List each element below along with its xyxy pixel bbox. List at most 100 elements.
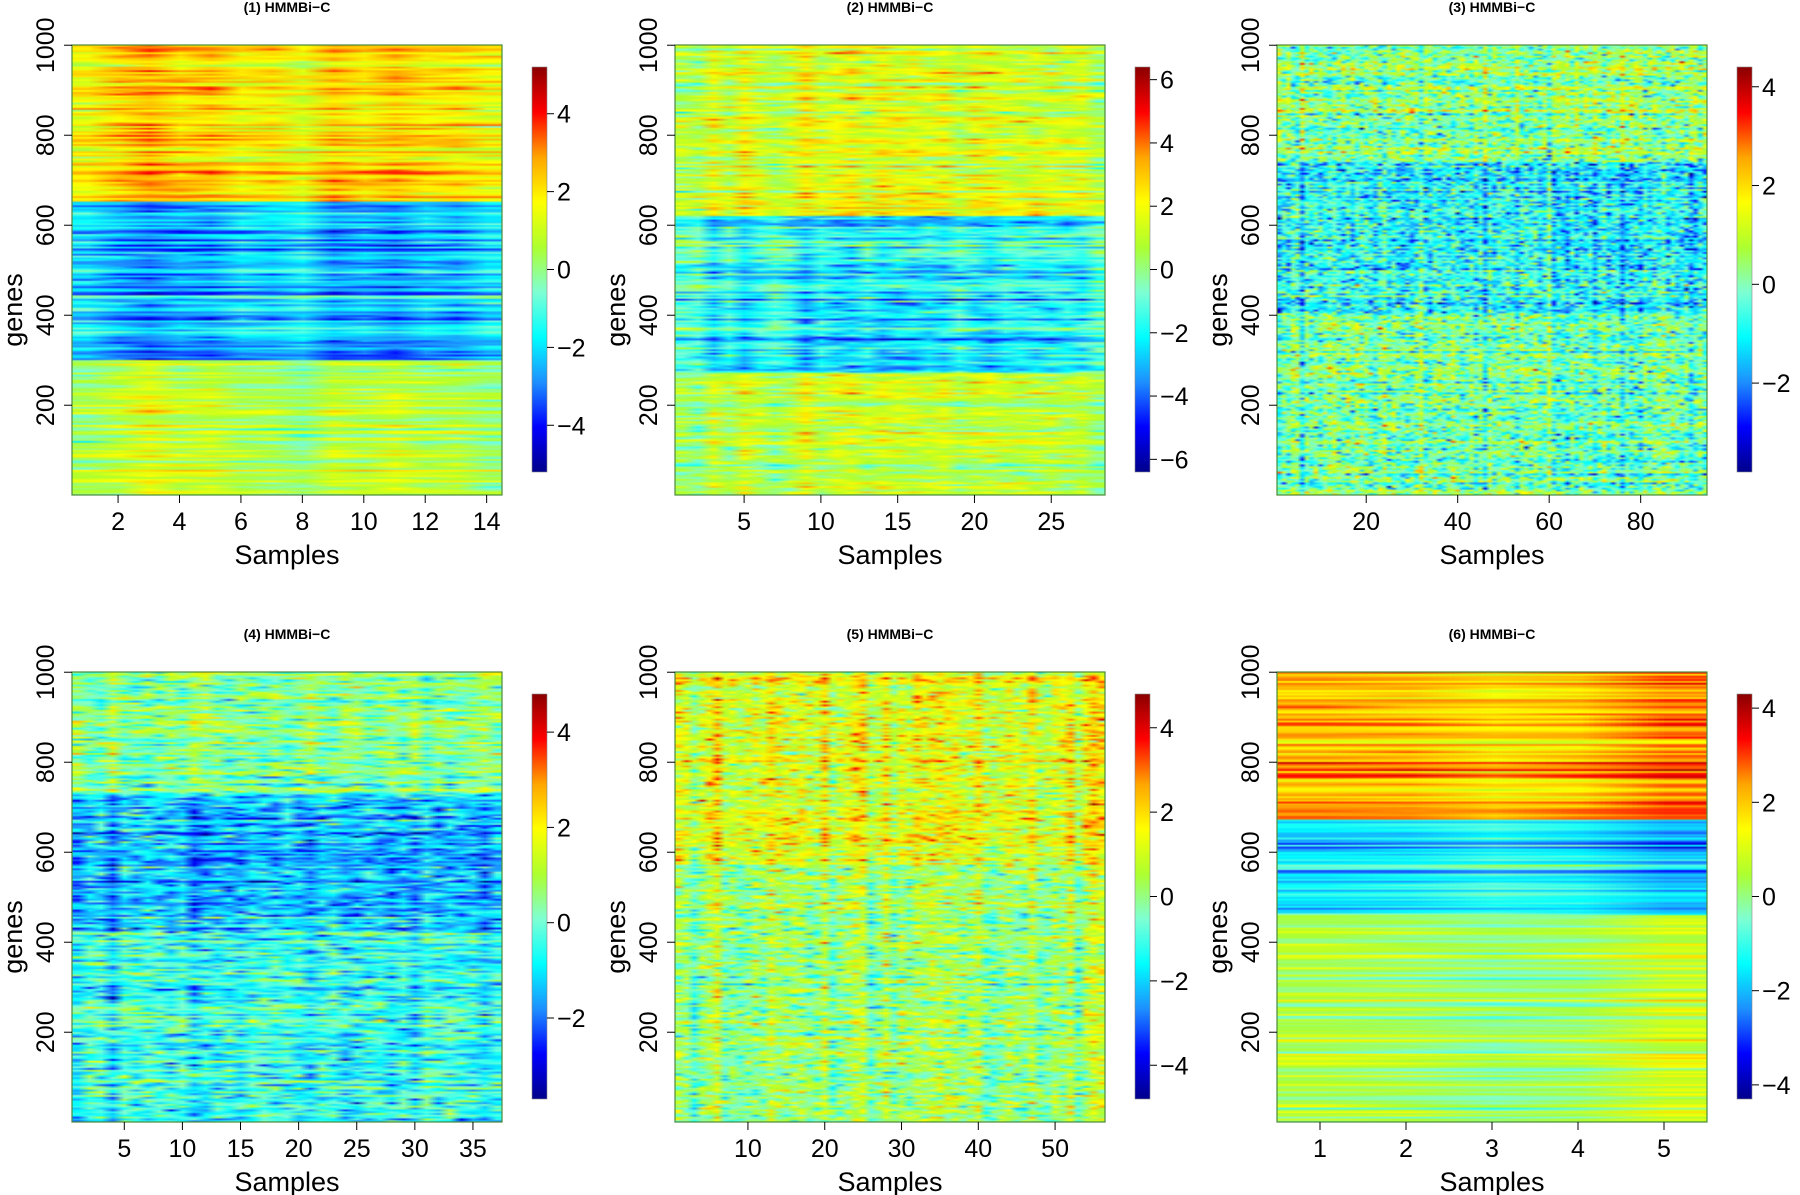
y-tick-label: 400 — [1237, 294, 1265, 336]
y-tick-label: 200 — [32, 1011, 60, 1053]
colorbar-tick-label: −4 — [1160, 1052, 1189, 1080]
x-axis-label: Samples — [837, 1167, 942, 1195]
heatmap-panel-1: (1) HMMBi−C 2 4 6 8 10 12 14 Samples 200 400 600 800… — [0, 0, 586, 570]
colorbar-tick-label: −2 — [1762, 978, 1791, 1006]
colorbar-tick-label: 4 — [1762, 695, 1776, 723]
y-tick-label: 600 — [1237, 831, 1265, 873]
heatmap-panel-3: (3) HMMBi−C20 40 60 80Samples20040060080010… — [1203, 0, 1791, 570]
panel-title: (6) HMMBi−C — [1449, 626, 1536, 642]
y-tick-label: 1000 — [635, 644, 663, 700]
panel-title: (4) HMMBi−C — [244, 626, 331, 642]
y-tick-label: 200 — [32, 384, 60, 426]
heatmap-cells — [675, 45, 1105, 495]
colorbar-tick-label: 4 — [557, 101, 571, 129]
heatmap-cells — [72, 672, 502, 1122]
panel-title: (5) HMMBi−C — [847, 626, 934, 642]
colorbar-tick-label: 0 — [557, 257, 571, 285]
heatmap-cells — [72, 45, 502, 495]
y-tick-label: 200 — [1237, 384, 1265, 426]
x-axis-label: Samples — [234, 540, 339, 570]
heatmap-cells — [675, 672, 1105, 1122]
x-tick-label: 20 — [811, 1135, 839, 1163]
x-tick-label: 30 — [401, 1135, 429, 1163]
plot-frame — [71, 44, 503, 496]
y-tick-label: 600 — [32, 204, 60, 246]
y-tick-label: 800 — [635, 114, 663, 156]
x-tick-label: 5 — [1657, 1135, 1671, 1163]
y-tick-label: 600 — [635, 204, 663, 246]
x-tick-label: 10 — [807, 508, 835, 536]
colorbar — [532, 694, 547, 1099]
colorbar-tick-label: −4 — [1160, 383, 1189, 411]
y-tick-label: 800 — [32, 114, 60, 156]
x-tick-label: 15 — [227, 1135, 255, 1163]
y-tick-label: 600 — [32, 831, 60, 873]
y-tick-label: 800 — [1237, 741, 1265, 783]
x-tick-label: 10 — [350, 508, 378, 536]
colorbar-tick-label: 0 — [557, 910, 571, 938]
colorbar — [1135, 67, 1150, 472]
x-tick-label: 25 — [343, 1135, 371, 1163]
x-axis-label: Samples — [1439, 540, 1544, 570]
y-axis-label: genes — [0, 900, 28, 974]
y-tick-label: 800 — [635, 741, 663, 783]
x-axis-label: Samples — [1439, 1167, 1544, 1195]
colorbar — [1737, 67, 1752, 472]
heatmap-cells — [1277, 672, 1707, 1122]
y-tick-label: 1000 — [1237, 17, 1265, 73]
plot-frame — [674, 44, 1106, 496]
plot-frame — [674, 671, 1106, 1123]
colorbar — [1135, 694, 1150, 1099]
colorbar-tick-label: 2 — [1762, 173, 1776, 201]
x-tick-label: 2 — [111, 508, 125, 536]
colorbar-tick-label: 4 — [557, 719, 571, 747]
colorbar — [532, 67, 547, 472]
colorbar-tick-label: −6 — [1160, 446, 1189, 474]
y-tick-label: 200 — [635, 1011, 663, 1053]
x-tick-label: 12 — [411, 508, 439, 536]
heatmap-panel-6: (6) HMMBi−C 1 2 3 4 5 Samples 200 400 600 800 1000 g… — [1203, 626, 1791, 1195]
x-tick-label: 40 — [1444, 508, 1472, 536]
x-tick-label: 14 — [473, 508, 501, 536]
y-tick-label: 600 — [1237, 204, 1265, 246]
x-tick-label: 15 — [884, 508, 912, 536]
y-tick-label: 400 — [1237, 921, 1265, 963]
colorbar-tick-label: −2 — [1160, 320, 1189, 348]
colorbar-tick-label: −2 — [557, 1005, 586, 1033]
colorbar-tick-label: 4 — [1160, 130, 1174, 158]
x-tick-label: 10 — [168, 1135, 196, 1163]
y-tick-label: 400 — [32, 921, 60, 963]
y-axis-label: genes — [601, 273, 631, 347]
x-axis-label: Samples — [837, 540, 942, 570]
x-tick-label: 35 — [459, 1135, 487, 1163]
y-axis-label: genes — [1203, 273, 1233, 347]
heatmap-panel-4: (4) HMMBi−C5 10 15 20 25 30 35Samples200400600… — [0, 626, 586, 1195]
x-tick-label: 1 — [1313, 1135, 1327, 1163]
x-tick-label: 20 — [1352, 508, 1380, 536]
colorbar-tick-label: 2 — [1160, 193, 1174, 221]
colorbar-tick-label: 2 — [557, 814, 571, 842]
colorbar-frame — [531, 693, 548, 1100]
x-tick-label: 2 — [1399, 1135, 1413, 1163]
panel-title: (1) HMMBi−C — [244, 0, 331, 15]
y-tick-label: 1000 — [1237, 644, 1265, 700]
y-tick-label: 600 — [635, 831, 663, 873]
heatmap-cells — [1277, 45, 1707, 495]
x-tick-label: 20 — [961, 508, 989, 536]
x-tick-label: 10 — [734, 1135, 762, 1163]
panel-title: (2) HMMBi−C — [847, 0, 934, 15]
colorbar-tick-label: −2 — [557, 334, 586, 362]
x-tick-label: 4 — [173, 508, 187, 536]
plot-frame — [71, 671, 503, 1123]
x-tick-label: 80 — [1627, 508, 1655, 536]
y-axis-label: genes — [601, 900, 631, 974]
y-axis-label: genes — [1203, 900, 1233, 974]
x-tick-label: 25 — [1037, 508, 1065, 536]
x-tick-label: 40 — [964, 1135, 992, 1163]
colorbar-tick-label: −2 — [1762, 370, 1791, 398]
panel-title: (3) HMMBi−C — [1449, 0, 1536, 15]
colorbar-tick-label: 0 — [1762, 884, 1776, 912]
y-tick-label: 400 — [32, 294, 60, 336]
colorbar-tick-label: 6 — [1160, 67, 1174, 95]
x-tick-label: 3 — [1485, 1135, 1499, 1163]
